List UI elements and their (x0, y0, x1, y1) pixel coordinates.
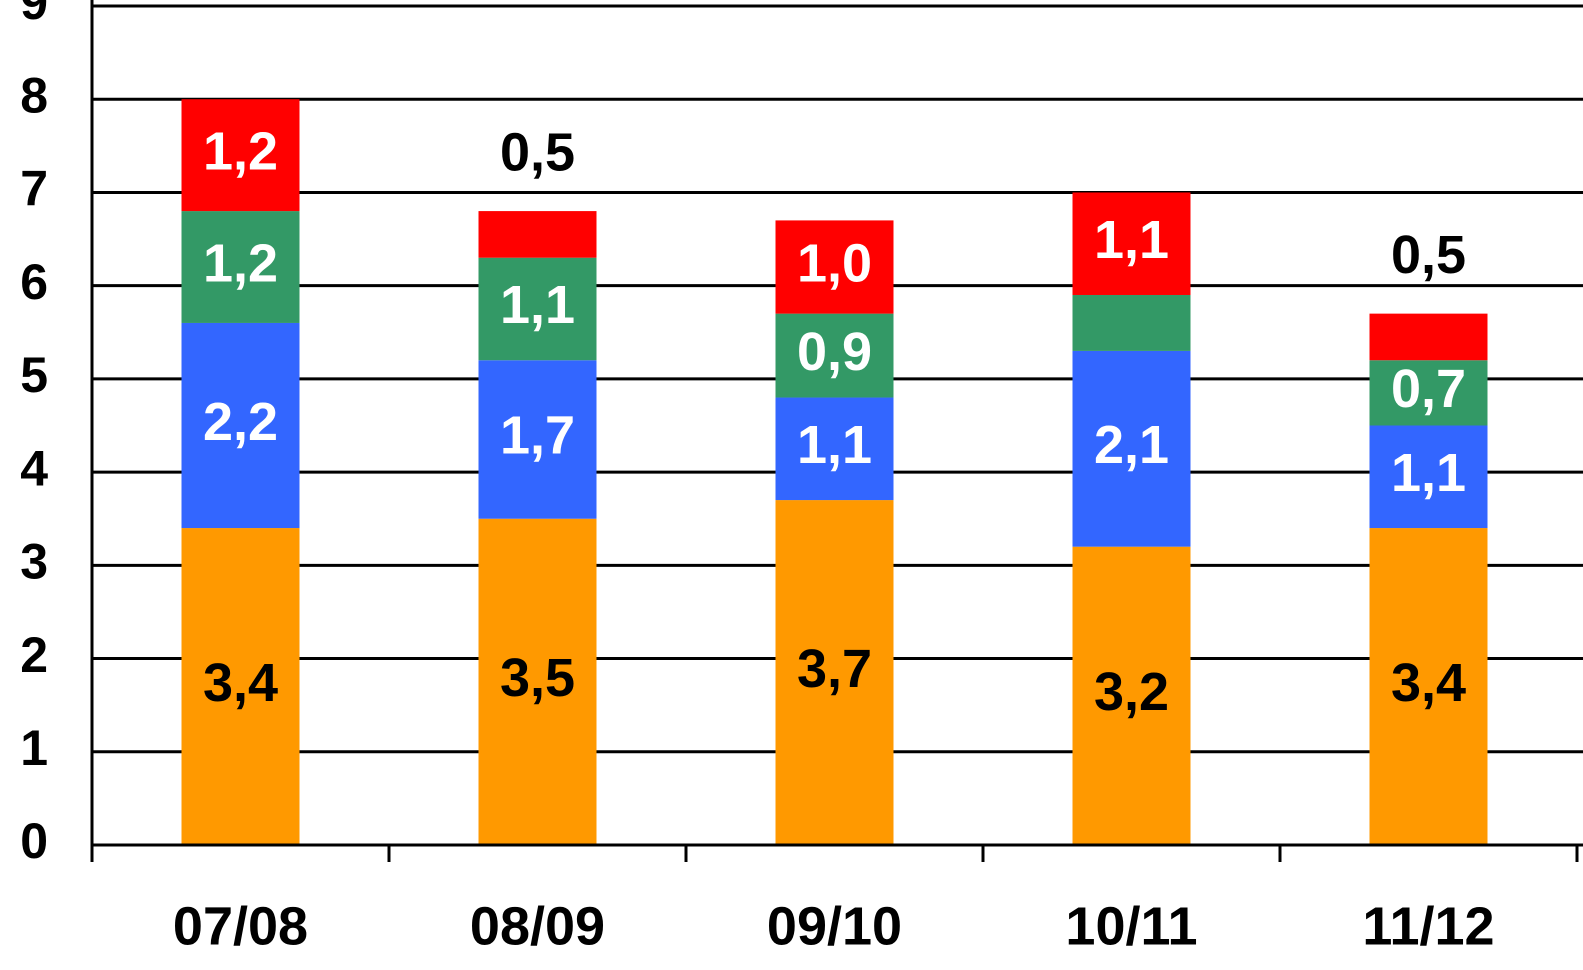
value-label: 3,4 (203, 653, 278, 713)
value-label: 1,1 (1094, 210, 1169, 270)
value-label: 0,7 (1391, 359, 1466, 419)
value-label: 0,5 (500, 122, 575, 182)
bar-segment (478, 518, 597, 845)
y-tick-label: 7 (20, 161, 48, 217)
y-tick-label: 3 (20, 534, 48, 590)
value-label: 1,1 (797, 415, 872, 475)
x-tick-label: 07/08 (173, 896, 308, 956)
value-label: 1,0 (797, 233, 872, 293)
bar-segment (1072, 294, 1191, 351)
value-label: 1,7 (500, 406, 575, 466)
y-tick-label: 2 (20, 627, 48, 683)
value-label: 1,1 (1391, 443, 1466, 503)
bar-segment (478, 257, 597, 361)
bar-segment (775, 313, 894, 398)
bar-segment (1369, 313, 1488, 361)
x-tick-label: 10/11 (1065, 896, 1197, 956)
value-label: 0,9 (797, 322, 872, 382)
bar-segment (181, 211, 300, 323)
bar-segment (181, 322, 300, 529)
bar-segment (1369, 425, 1488, 529)
bar-segment (478, 360, 597, 519)
bar-segment (1072, 192, 1191, 295)
value-label: 2,2 (203, 392, 278, 452)
x-tick-label: 08/09 (470, 896, 605, 956)
value-label: 2,1 (1094, 415, 1169, 475)
value-label: 0,5 (1391, 225, 1466, 285)
y-tick-label: 5 (20, 347, 48, 403)
bar-segment (1072, 350, 1191, 547)
bar-segment (181, 99, 300, 212)
bar-segment (775, 220, 894, 314)
value-label: 1,2 (203, 121, 278, 181)
y-tick-label: 1 (20, 720, 48, 776)
value-label: 3,7 (797, 639, 872, 699)
y-tick-label: 6 (20, 254, 48, 310)
value-label: 3,2 (1094, 662, 1169, 722)
x-tick-label: 09/10 (767, 896, 902, 956)
y-tick-label: 8 (20, 67, 48, 123)
bar-segment (478, 211, 597, 258)
value-label: 3,4 (1391, 653, 1466, 713)
value-label: 1,2 (203, 233, 278, 293)
bar-segment (1369, 360, 1488, 426)
y-tick-label: 0 (20, 813, 48, 869)
bar-segment (775, 397, 894, 501)
value-label: 1,1 (500, 275, 575, 335)
bar-segment (1369, 528, 1488, 845)
x-tick-label: 11/12 (1362, 896, 1494, 956)
y-tick-label: 9 (20, 0, 48, 30)
bar-segment (1072, 546, 1191, 845)
value-label: 3,5 (500, 648, 575, 708)
y-tick-label: 4 (20, 440, 48, 496)
bar-segment (181, 528, 300, 845)
bar-segment (775, 500, 894, 845)
